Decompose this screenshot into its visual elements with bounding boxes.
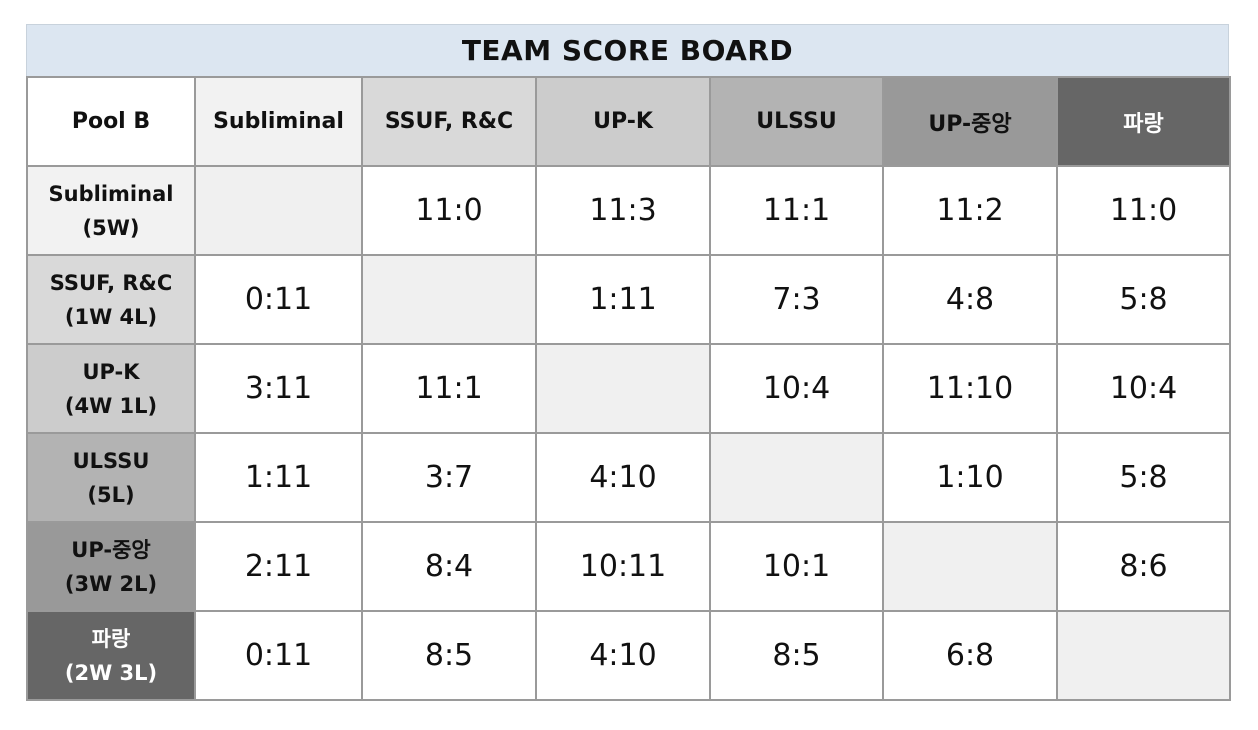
team-name: UP-K (82, 359, 140, 384)
team-name: UP-중앙 (71, 537, 151, 562)
score-cell: 8:4 (361, 521, 537, 612)
board-title: TEAM SCORE BOARD (26, 24, 1229, 76)
score-cell: 4:8 (882, 254, 1058, 345)
score-cell: 8:5 (361, 610, 537, 701)
score-cell (1056, 610, 1231, 701)
team-record: (1W 4L) (64, 304, 158, 329)
team-name: ULSSU (72, 448, 150, 473)
score-cell: 11:1 (709, 165, 884, 256)
score-cell: 10:11 (535, 521, 711, 612)
row-header: 파랑 (2W 3L) (26, 610, 196, 701)
score-cell: 11:2 (882, 165, 1058, 256)
score-cell (361, 254, 537, 345)
column-header: UP-K (535, 76, 711, 167)
score-cell: 3:11 (194, 343, 363, 434)
score-cell: 5:8 (1056, 254, 1231, 345)
table-row: 파랑 (2W 3L) 0:11 8:5 4:10 8:5 6:8 (26, 610, 1231, 701)
score-cell: 8:5 (709, 610, 884, 701)
score-cell (194, 165, 363, 256)
score-cell: 1:11 (535, 254, 711, 345)
score-cell (535, 343, 711, 434)
score-cell: 1:11 (194, 432, 363, 523)
table-row: ULSSU (5L) 1:11 3:7 4:10 1:10 5:8 (26, 432, 1231, 523)
score-cell: 0:11 (194, 254, 363, 345)
score-cell: 1:10 (882, 432, 1058, 523)
score-cell: 11:10 (882, 343, 1058, 434)
score-board: TEAM SCORE BOARD Pool B Subliminal SSUF,… (26, 24, 1231, 701)
score-cell (709, 432, 884, 523)
score-cell: 11:1 (361, 343, 537, 434)
team-name: SSUF, R&C (49, 270, 173, 295)
row-header: UP-K (4W 1L) (26, 343, 196, 434)
score-cell: 10:4 (709, 343, 884, 434)
score-cell (882, 521, 1058, 612)
score-cell: 7:3 (709, 254, 884, 345)
team-name: 파랑 (91, 626, 131, 651)
row-header: ULSSU (5L) (26, 432, 196, 523)
row-header: Subliminal (5W) (26, 165, 196, 256)
column-header: SSUF, R&C (361, 76, 537, 167)
team-name: Subliminal (48, 181, 174, 206)
column-header: ULSSU (709, 76, 884, 167)
table-row: UP-K (4W 1L) 3:11 11:1 10:4 11:10 10:4 (26, 343, 1231, 434)
team-record: (2W 3L) (64, 660, 158, 685)
score-cell: 4:10 (535, 432, 711, 523)
score-cell: 11:3 (535, 165, 711, 256)
column-header: 파랑 (1056, 76, 1231, 167)
score-cell: 2:11 (194, 521, 363, 612)
header-row: Pool B Subliminal SSUF, R&C UP-K ULSSU U… (26, 76, 1231, 167)
team-record: (5W) (82, 215, 140, 240)
score-cell: 10:4 (1056, 343, 1231, 434)
row-header: UP-중앙 (3W 2L) (26, 521, 196, 612)
score-cell: 8:6 (1056, 521, 1231, 612)
team-record: (4W 1L) (64, 393, 158, 418)
score-cell: 3:7 (361, 432, 537, 523)
score-cell: 11:0 (1056, 165, 1231, 256)
team-record: (5L) (87, 482, 135, 507)
table-row: UP-중앙 (3W 2L) 2:11 8:4 10:11 10:1 8:6 (26, 521, 1231, 612)
score-cell: 4:10 (535, 610, 711, 701)
score-cell: 5:8 (1056, 432, 1231, 523)
column-header: Subliminal (194, 76, 363, 167)
row-header: SSUF, R&C (1W 4L) (26, 254, 196, 345)
team-record: (3W 2L) (64, 571, 158, 596)
column-header: UP-중앙 (882, 76, 1058, 167)
score-cell: 10:1 (709, 521, 884, 612)
score-cell: 11:0 (361, 165, 537, 256)
score-cell: 0:11 (194, 610, 363, 701)
corner-pool-label: Pool B (26, 76, 196, 167)
table-row: SSUF, R&C (1W 4L) 0:11 1:11 7:3 4:8 5:8 (26, 254, 1231, 345)
score-cell: 6:8 (882, 610, 1058, 701)
score-table: Pool B Subliminal SSUF, R&C UP-K ULSSU U… (26, 76, 1231, 701)
table-row: Subliminal (5W) 11:0 11:3 11:1 11:2 11:0 (26, 165, 1231, 256)
